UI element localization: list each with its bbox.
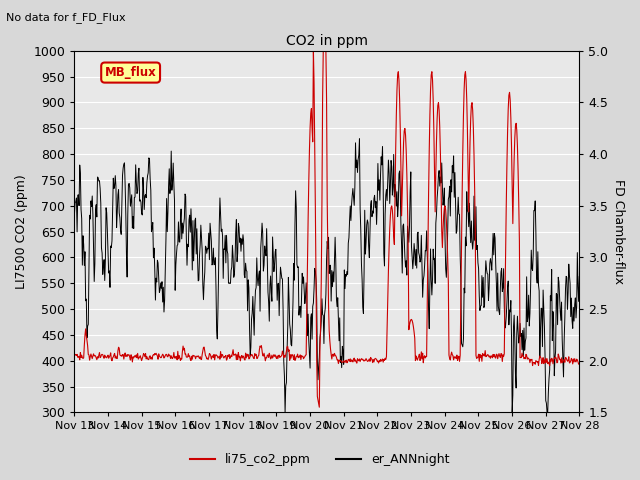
- Y-axis label: FD Chamber-flux: FD Chamber-flux: [612, 179, 625, 284]
- Legend: li75_co2_ppm, er_ANNnight: li75_co2_ppm, er_ANNnight: [186, 448, 454, 471]
- Text: MB_flux: MB_flux: [105, 66, 157, 79]
- Text: No data for f_FD_Flux: No data for f_FD_Flux: [6, 12, 126, 23]
- Y-axis label: LI7500 CO2 (ppm): LI7500 CO2 (ppm): [15, 174, 28, 289]
- Title: CO2 in ppm: CO2 in ppm: [286, 34, 368, 48]
